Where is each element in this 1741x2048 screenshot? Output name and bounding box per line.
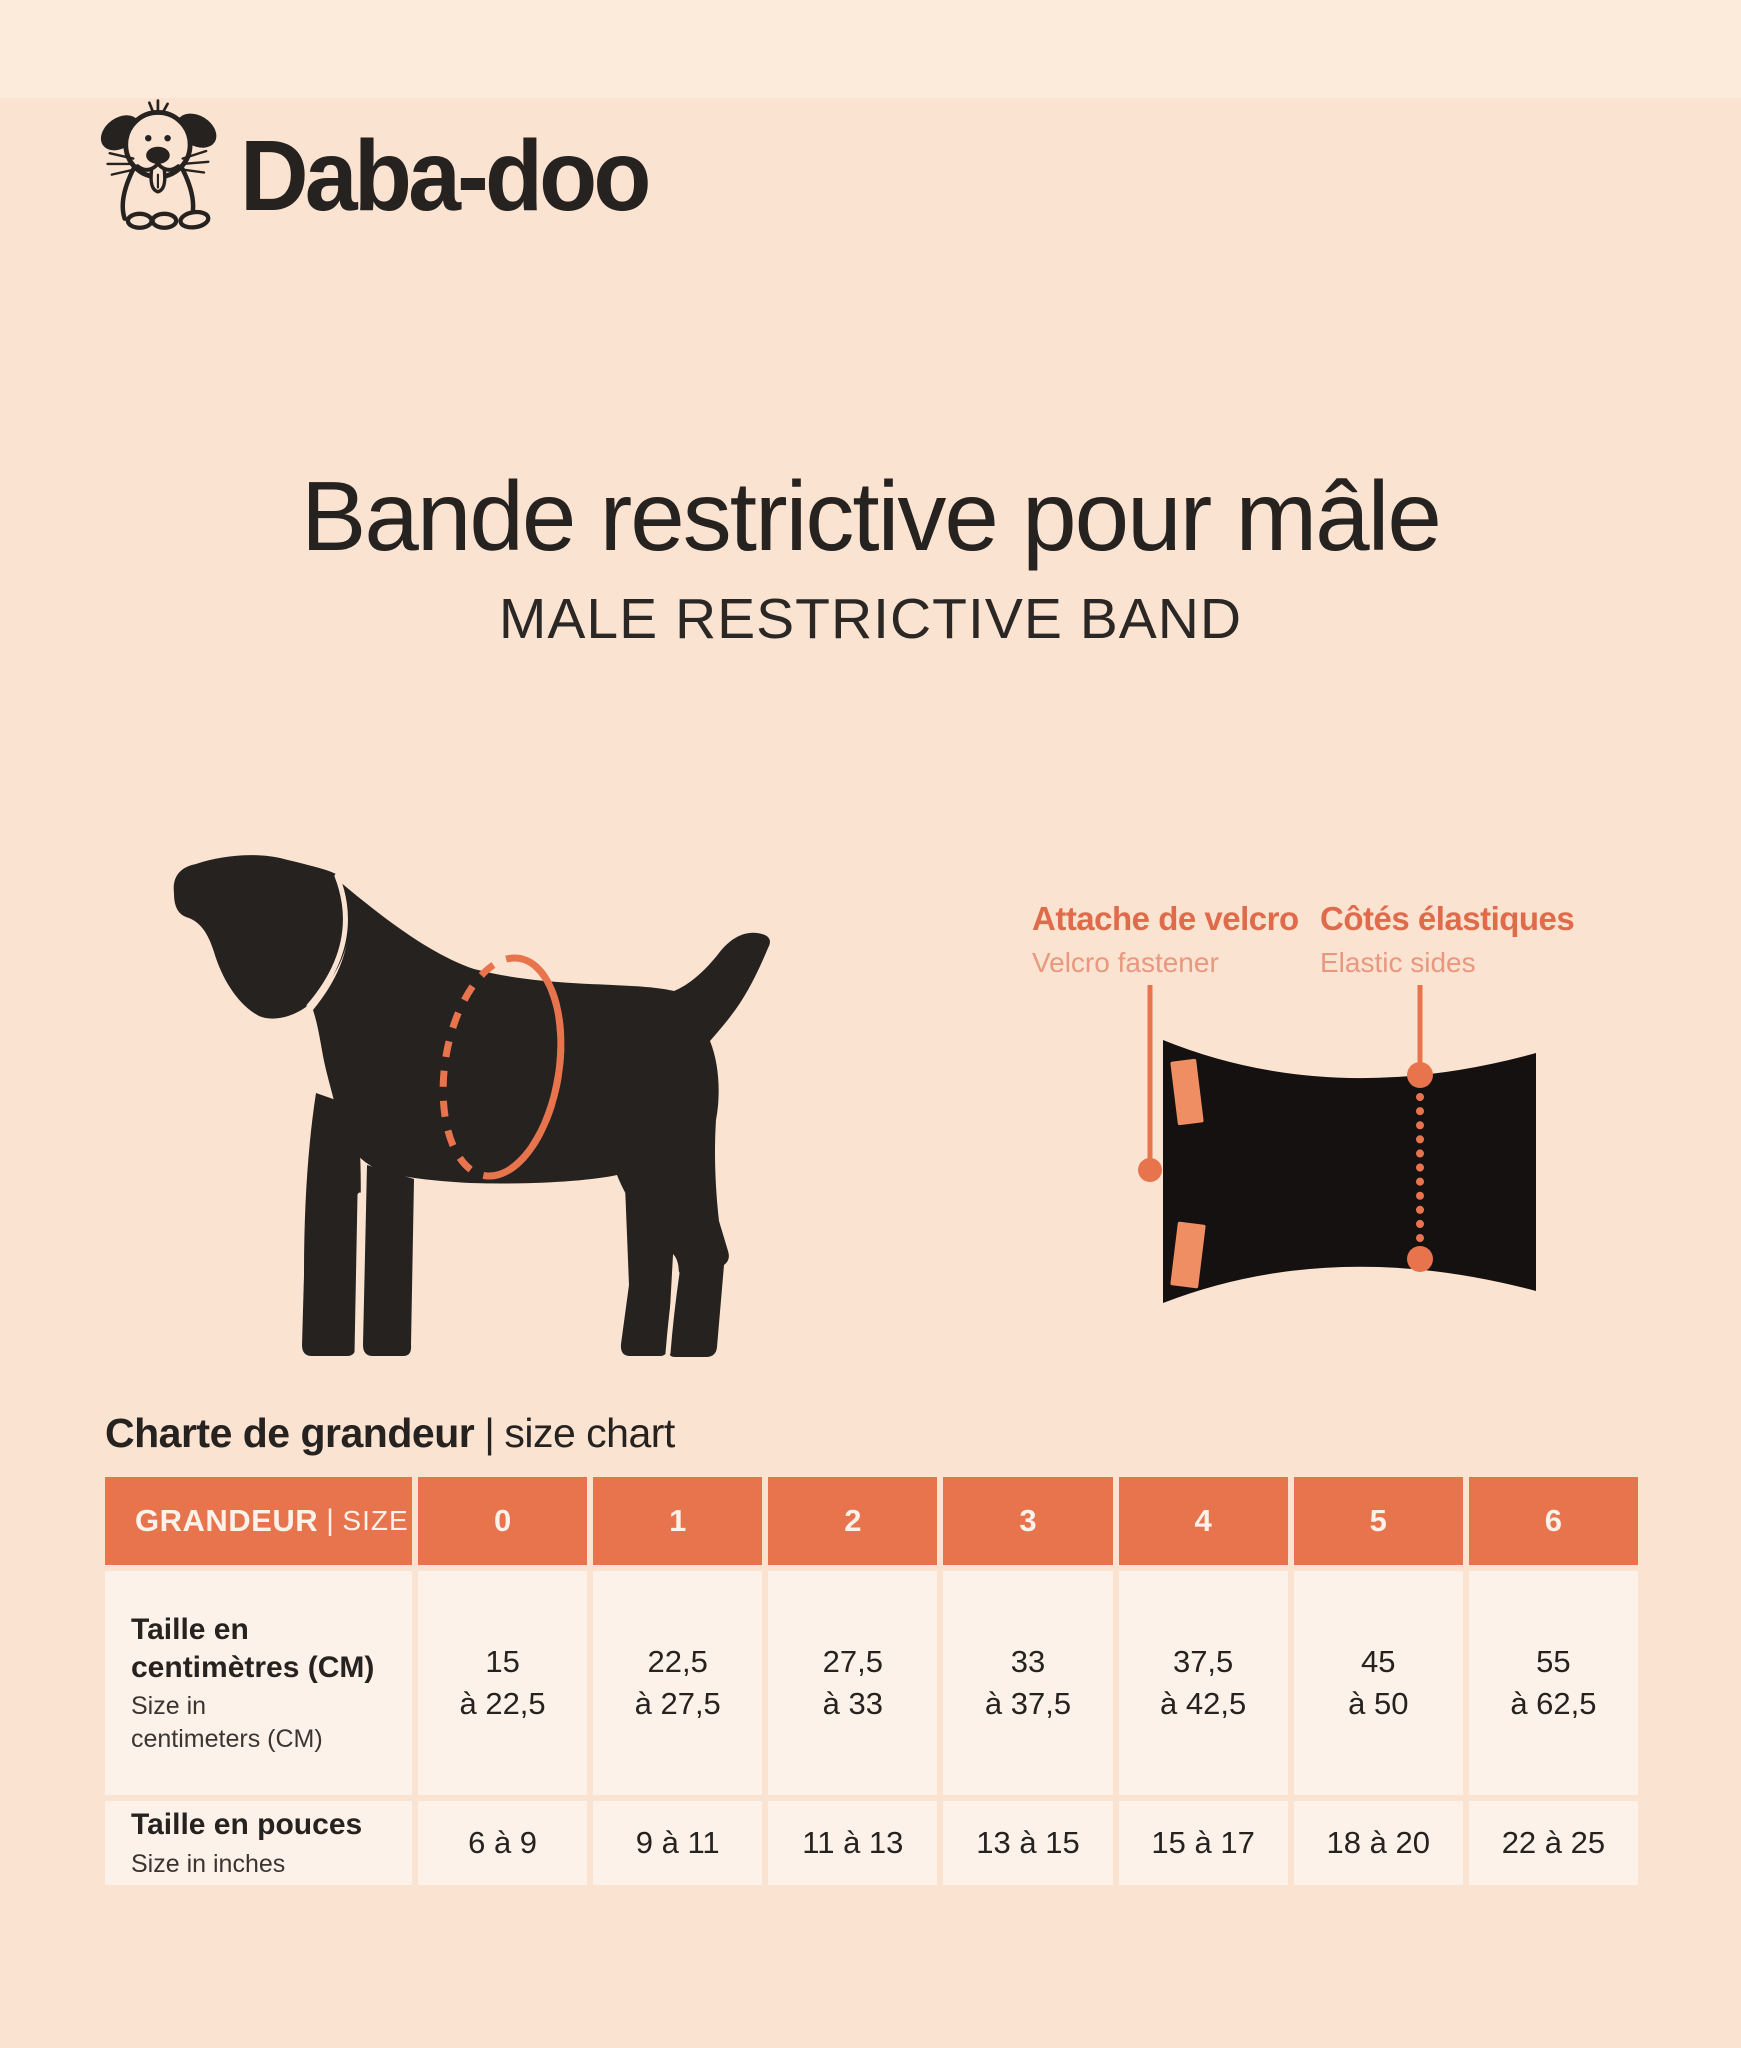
row-label-inch-fr: Taille en pouces: [131, 1808, 363, 1841]
page-title: Bande restrictive pour mâle: [301, 461, 1442, 571]
restrictive-band-diagram: [1128, 985, 1568, 1315]
header-cell-size-4: 4: [1118, 1477, 1288, 1565]
row-label-centimeters: Taille en centimètres (CM) Size in centi…: [105, 1571, 412, 1795]
row-label-inch-en: Size in inches: [131, 1849, 286, 1878]
title-block: Bande restrictive pour mâle MALE RESTRIC…: [0, 461, 1741, 652]
row-label-cm-en-line1: Size in: [131, 1692, 207, 1720]
row-label-cm-fr-line1: Taille en: [131, 1613, 249, 1646]
inch-value-size-2: 11 à 13: [768, 1801, 938, 1885]
cm-range-to: à 33: [822, 1686, 884, 1721]
header-label-fr: GRANDEUR: [135, 1503, 319, 1538]
header-cell-size-0: 0: [418, 1477, 588, 1565]
cm-value-size-3: 33 à 37,5: [943, 1571, 1113, 1795]
cm-value-size-1: 22,5 à 27,5: [593, 1571, 763, 1795]
cm-value-size-6: 55 à 62,5: [1468, 1571, 1638, 1795]
size-chart-table: GRANDEUR | SIZE 0 1 2 3 4 5 6 Taille en …: [105, 1477, 1638, 1885]
cm-range-to: à 22,5: [459, 1686, 546, 1721]
cm-range-from: 33: [1010, 1644, 1046, 1680]
cm-range-to: à 37,5: [984, 1686, 1072, 1721]
cm-value-size-5: 45 à 50: [1293, 1571, 1463, 1795]
size-chart-heading-divider: |: [484, 1410, 495, 1456]
header-cell-size-6: 6: [1468, 1477, 1638, 1565]
inch-value-size-1: 9 à 11: [593, 1801, 763, 1885]
size-chart-heading: Charte de grandeur | size chart: [105, 1410, 675, 1457]
inch-value-size-5: 18 à 20: [1293, 1801, 1463, 1885]
callout-velcro-fastener: Attache de velcro Velcro fastener: [1032, 898, 1299, 980]
callout-velcro-label-en: Velcro fastener: [1032, 947, 1219, 979]
row-label-cm-en: Size in centimeters (CM): [131, 1690, 323, 1755]
cm-range-to: à 42,5: [1160, 1686, 1247, 1721]
cm-value-size-2: 27,5 à 33: [768, 1571, 938, 1795]
callout-elastic-label-fr: Côtés élastiques: [1320, 900, 1575, 937]
background-top-band: [0, 0, 1741, 98]
cm-range-from: 55: [1536, 1644, 1571, 1680]
header-cell-size-2: 2: [768, 1477, 938, 1565]
page-subtitle: MALE RESTRICTIVE BAND: [498, 586, 1243, 651]
cm-range-from: 37,5: [1172, 1644, 1234, 1680]
puppy-mascot-icon: [100, 99, 217, 230]
inch-value-size-0: 6 à 9: [418, 1801, 588, 1885]
cm-range-from: 45: [1361, 1644, 1396, 1680]
cm-range-to: à 62,5: [1510, 1686, 1597, 1721]
inch-value-size-6: 22 à 25: [1468, 1801, 1638, 1885]
row-label-cm-fr: Taille en centimètres (CM): [131, 1611, 374, 1686]
header-label-en: SIZE: [342, 1505, 409, 1536]
header-label-divider: |: [326, 1504, 335, 1537]
callout-elastic-sides: Côtés élastiques Elastic sides: [1320, 898, 1575, 980]
cm-range-from: 22,5: [647, 1644, 708, 1680]
header-cell-size-1: 1: [593, 1477, 763, 1565]
dog-silhouette-icon: [173, 855, 770, 1357]
size-chart-heading-fr: Charte de grandeur: [105, 1410, 475, 1456]
cm-value-size-4: 37,5 à 42,5: [1118, 1571, 1288, 1795]
cm-value-size-0: 15 à 22,5: [418, 1571, 588, 1795]
callout-elastic-label-en: Elastic sides: [1320, 947, 1476, 979]
brand-name: Daba-doo: [240, 120, 651, 232]
cm-range-to: à 50: [1348, 1686, 1409, 1721]
inch-value-size-3: 13 à 15: [943, 1801, 1113, 1885]
band-shape-icon: [1138, 985, 1536, 1303]
callout-velcro-label-fr: Attache de velcro: [1032, 900, 1299, 937]
header-cell-size-3: 3: [943, 1477, 1113, 1565]
row-label-cm-fr-line2: centimètres (CM): [131, 1650, 375, 1684]
row-label-cm-en-line2: centimeters (CM): [131, 1724, 323, 1753]
size-chart-heading-en: size chart: [504, 1410, 675, 1456]
cm-range-to: à 27,5: [634, 1686, 721, 1721]
dog-with-band-illustration: [170, 855, 785, 1367]
header-cell-grandeur-size: GRANDEUR | SIZE: [105, 1477, 412, 1565]
row-label-inches: Taille en pouces Size in inches: [105, 1801, 412, 1885]
cm-range-from: 15: [485, 1644, 520, 1680]
inch-value-size-4: 15 à 17: [1118, 1801, 1288, 1885]
cm-range-from: 27,5: [822, 1644, 884, 1680]
brand-logo: Daba-doo: [100, 96, 669, 234]
header-cell-size-5: 5: [1293, 1477, 1463, 1565]
measuring-band-icon: [439, 954, 565, 1180]
